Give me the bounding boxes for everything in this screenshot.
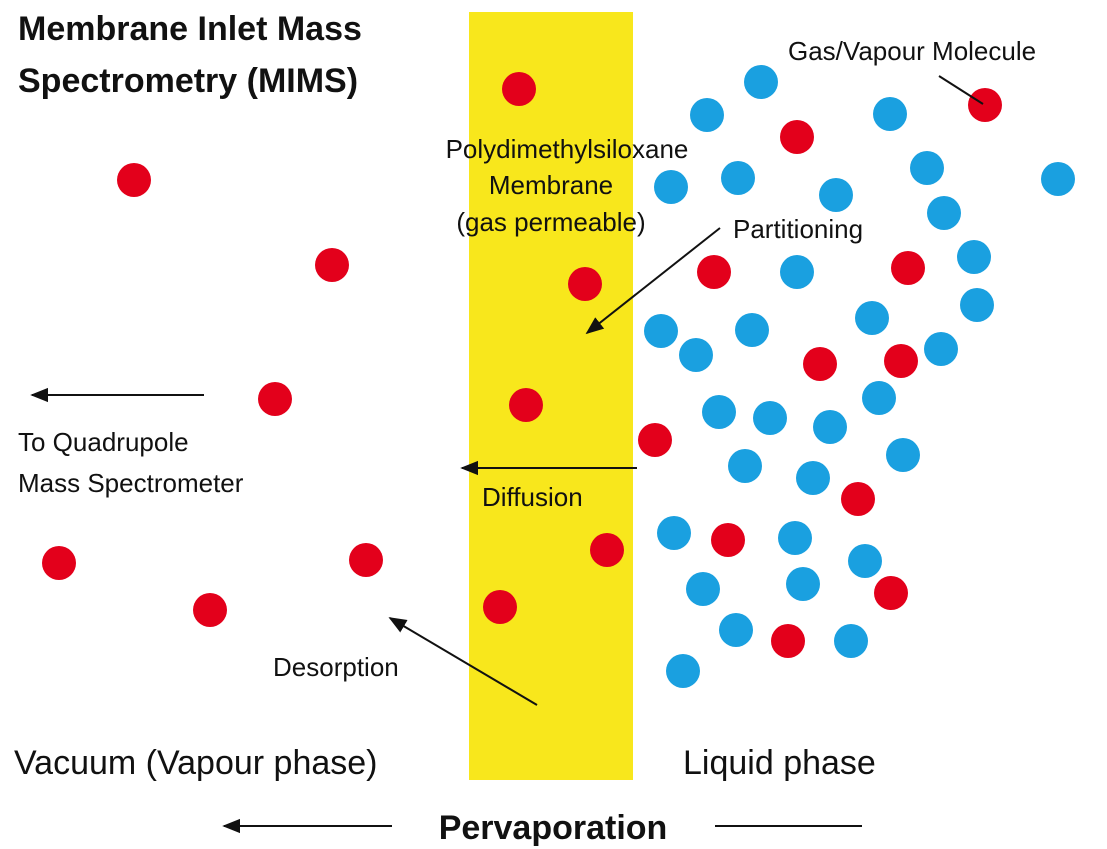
liquid-molecule	[873, 97, 907, 131]
liquid-molecule	[886, 438, 920, 472]
gas-molecule	[568, 267, 602, 301]
liquid-molecule	[786, 567, 820, 601]
liquid-molecule	[728, 449, 762, 483]
liquid-molecule	[796, 461, 830, 495]
liquid-molecule	[960, 288, 994, 322]
liquid-molecule	[654, 170, 688, 204]
gas-molecule	[349, 543, 383, 577]
liquid-molecule	[819, 178, 853, 212]
liquid-molecule	[924, 332, 958, 366]
liquid-molecule	[855, 301, 889, 335]
gas-molecule	[884, 344, 918, 378]
liquid-molecule	[813, 410, 847, 444]
liquid-molecule	[834, 624, 868, 658]
liquid-molecule	[910, 151, 944, 185]
molecule-label: Gas/Vapour Molecule	[788, 36, 1036, 66]
title: Membrane Inlet Mass	[18, 10, 362, 48]
liquid-molecule	[644, 314, 678, 348]
liquid-molecule	[753, 401, 787, 435]
gas-molecule	[803, 347, 837, 381]
liquid-label: Liquid phase	[683, 744, 876, 782]
gas-molecule	[968, 88, 1002, 122]
gas-molecule	[315, 248, 349, 282]
gas-molecule	[697, 255, 731, 289]
liquid-molecule	[778, 521, 812, 555]
gas-molecule	[117, 163, 151, 197]
gas-molecule	[502, 72, 536, 106]
gas-molecule	[874, 576, 908, 610]
gas-molecule	[483, 590, 517, 624]
diffusion-label: Diffusion	[482, 482, 583, 512]
membrane-label: (gas permeable)	[456, 207, 645, 237]
gas-molecule	[780, 120, 814, 154]
gas-molecule	[193, 593, 227, 627]
liquid-molecule	[721, 161, 755, 195]
vacuum-label: Vacuum (Vapour phase)	[14, 744, 378, 782]
molecule-pointer	[938, 75, 984, 105]
membrane	[469, 12, 633, 780]
gas-molecule	[771, 624, 805, 658]
partitioning-label: Partitioning	[733, 214, 863, 244]
membrane-label: Polydimethylsiloxane	[446, 134, 689, 164]
process-label: Pervaporation	[439, 809, 668, 847]
outlet-label: Mass Spectrometer	[18, 468, 244, 498]
title: Spectrometry (MIMS)	[18, 62, 358, 100]
liquid-molecule	[702, 395, 736, 429]
desorption-arrow	[388, 617, 538, 706]
liquid-molecule	[744, 65, 778, 99]
gas-molecule	[638, 423, 672, 457]
liquid-molecule	[927, 196, 961, 230]
outlet-label: To Quadrupole	[18, 427, 189, 457]
liquid-molecule	[679, 338, 713, 372]
liquid-molecule	[862, 381, 896, 415]
liquid-molecule	[848, 544, 882, 578]
liquid-molecule	[657, 516, 691, 550]
gas-molecule	[509, 388, 543, 422]
liquid-molecule	[735, 313, 769, 347]
liquid-molecule	[1041, 162, 1075, 196]
membrane-label: Membrane	[489, 170, 613, 200]
gas-molecule	[590, 533, 624, 567]
desorption-label: Desorption	[273, 652, 399, 682]
gas-molecule	[258, 382, 292, 416]
liquid-molecule	[666, 654, 700, 688]
liquid-molecule	[690, 98, 724, 132]
liquid-molecule	[957, 240, 991, 274]
partitioning-arrow	[585, 227, 721, 335]
gas-molecule	[42, 546, 76, 580]
liquid-molecule	[686, 572, 720, 606]
gas-molecule	[711, 523, 745, 557]
gas-molecule	[841, 482, 875, 516]
gas-molecule	[891, 251, 925, 285]
liquid-molecule	[780, 255, 814, 289]
molecules	[42, 65, 1075, 688]
liquid-molecule	[719, 613, 753, 647]
